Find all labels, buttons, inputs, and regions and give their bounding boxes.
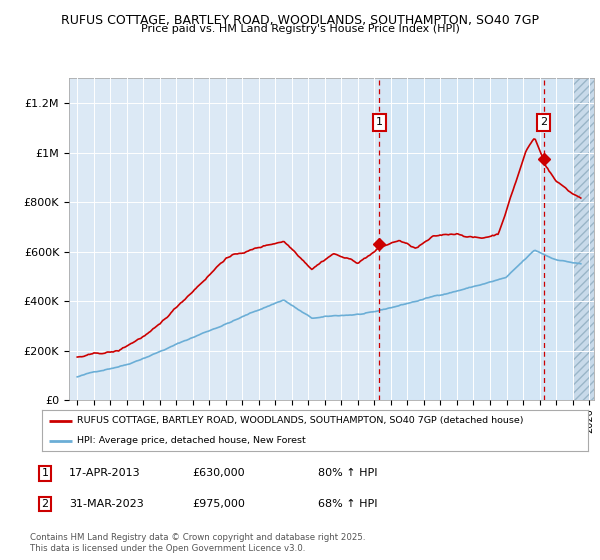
Text: £630,000: £630,000 xyxy=(192,468,245,478)
Text: RUFUS COTTAGE, BARTLEY ROAD, WOODLANDS, SOUTHAMPTON, SO40 7GP: RUFUS COTTAGE, BARTLEY ROAD, WOODLANDS, … xyxy=(61,14,539,27)
Text: 1: 1 xyxy=(41,468,49,478)
Bar xyxy=(572,78,600,400)
Text: 68% ↑ HPI: 68% ↑ HPI xyxy=(318,499,377,509)
Bar xyxy=(379,78,572,400)
Text: 2: 2 xyxy=(41,499,49,509)
Text: Contains HM Land Registry data © Crown copyright and database right 2025.
This d: Contains HM Land Registry data © Crown c… xyxy=(30,533,365,553)
Text: HPI: Average price, detached house, New Forest: HPI: Average price, detached house, New … xyxy=(77,436,306,445)
Text: 2: 2 xyxy=(540,118,547,128)
Text: Price paid vs. HM Land Registry's House Price Index (HPI): Price paid vs. HM Land Registry's House … xyxy=(140,24,460,34)
Text: 80% ↑ HPI: 80% ↑ HPI xyxy=(318,468,377,478)
Text: 17-APR-2013: 17-APR-2013 xyxy=(69,468,140,478)
Text: 31-MAR-2023: 31-MAR-2023 xyxy=(69,499,144,509)
Text: RUFUS COTTAGE, BARTLEY ROAD, WOODLANDS, SOUTHAMPTON, SO40 7GP (detached house): RUFUS COTTAGE, BARTLEY ROAD, WOODLANDS, … xyxy=(77,416,524,425)
Text: 1: 1 xyxy=(376,118,383,128)
Text: £975,000: £975,000 xyxy=(192,499,245,509)
